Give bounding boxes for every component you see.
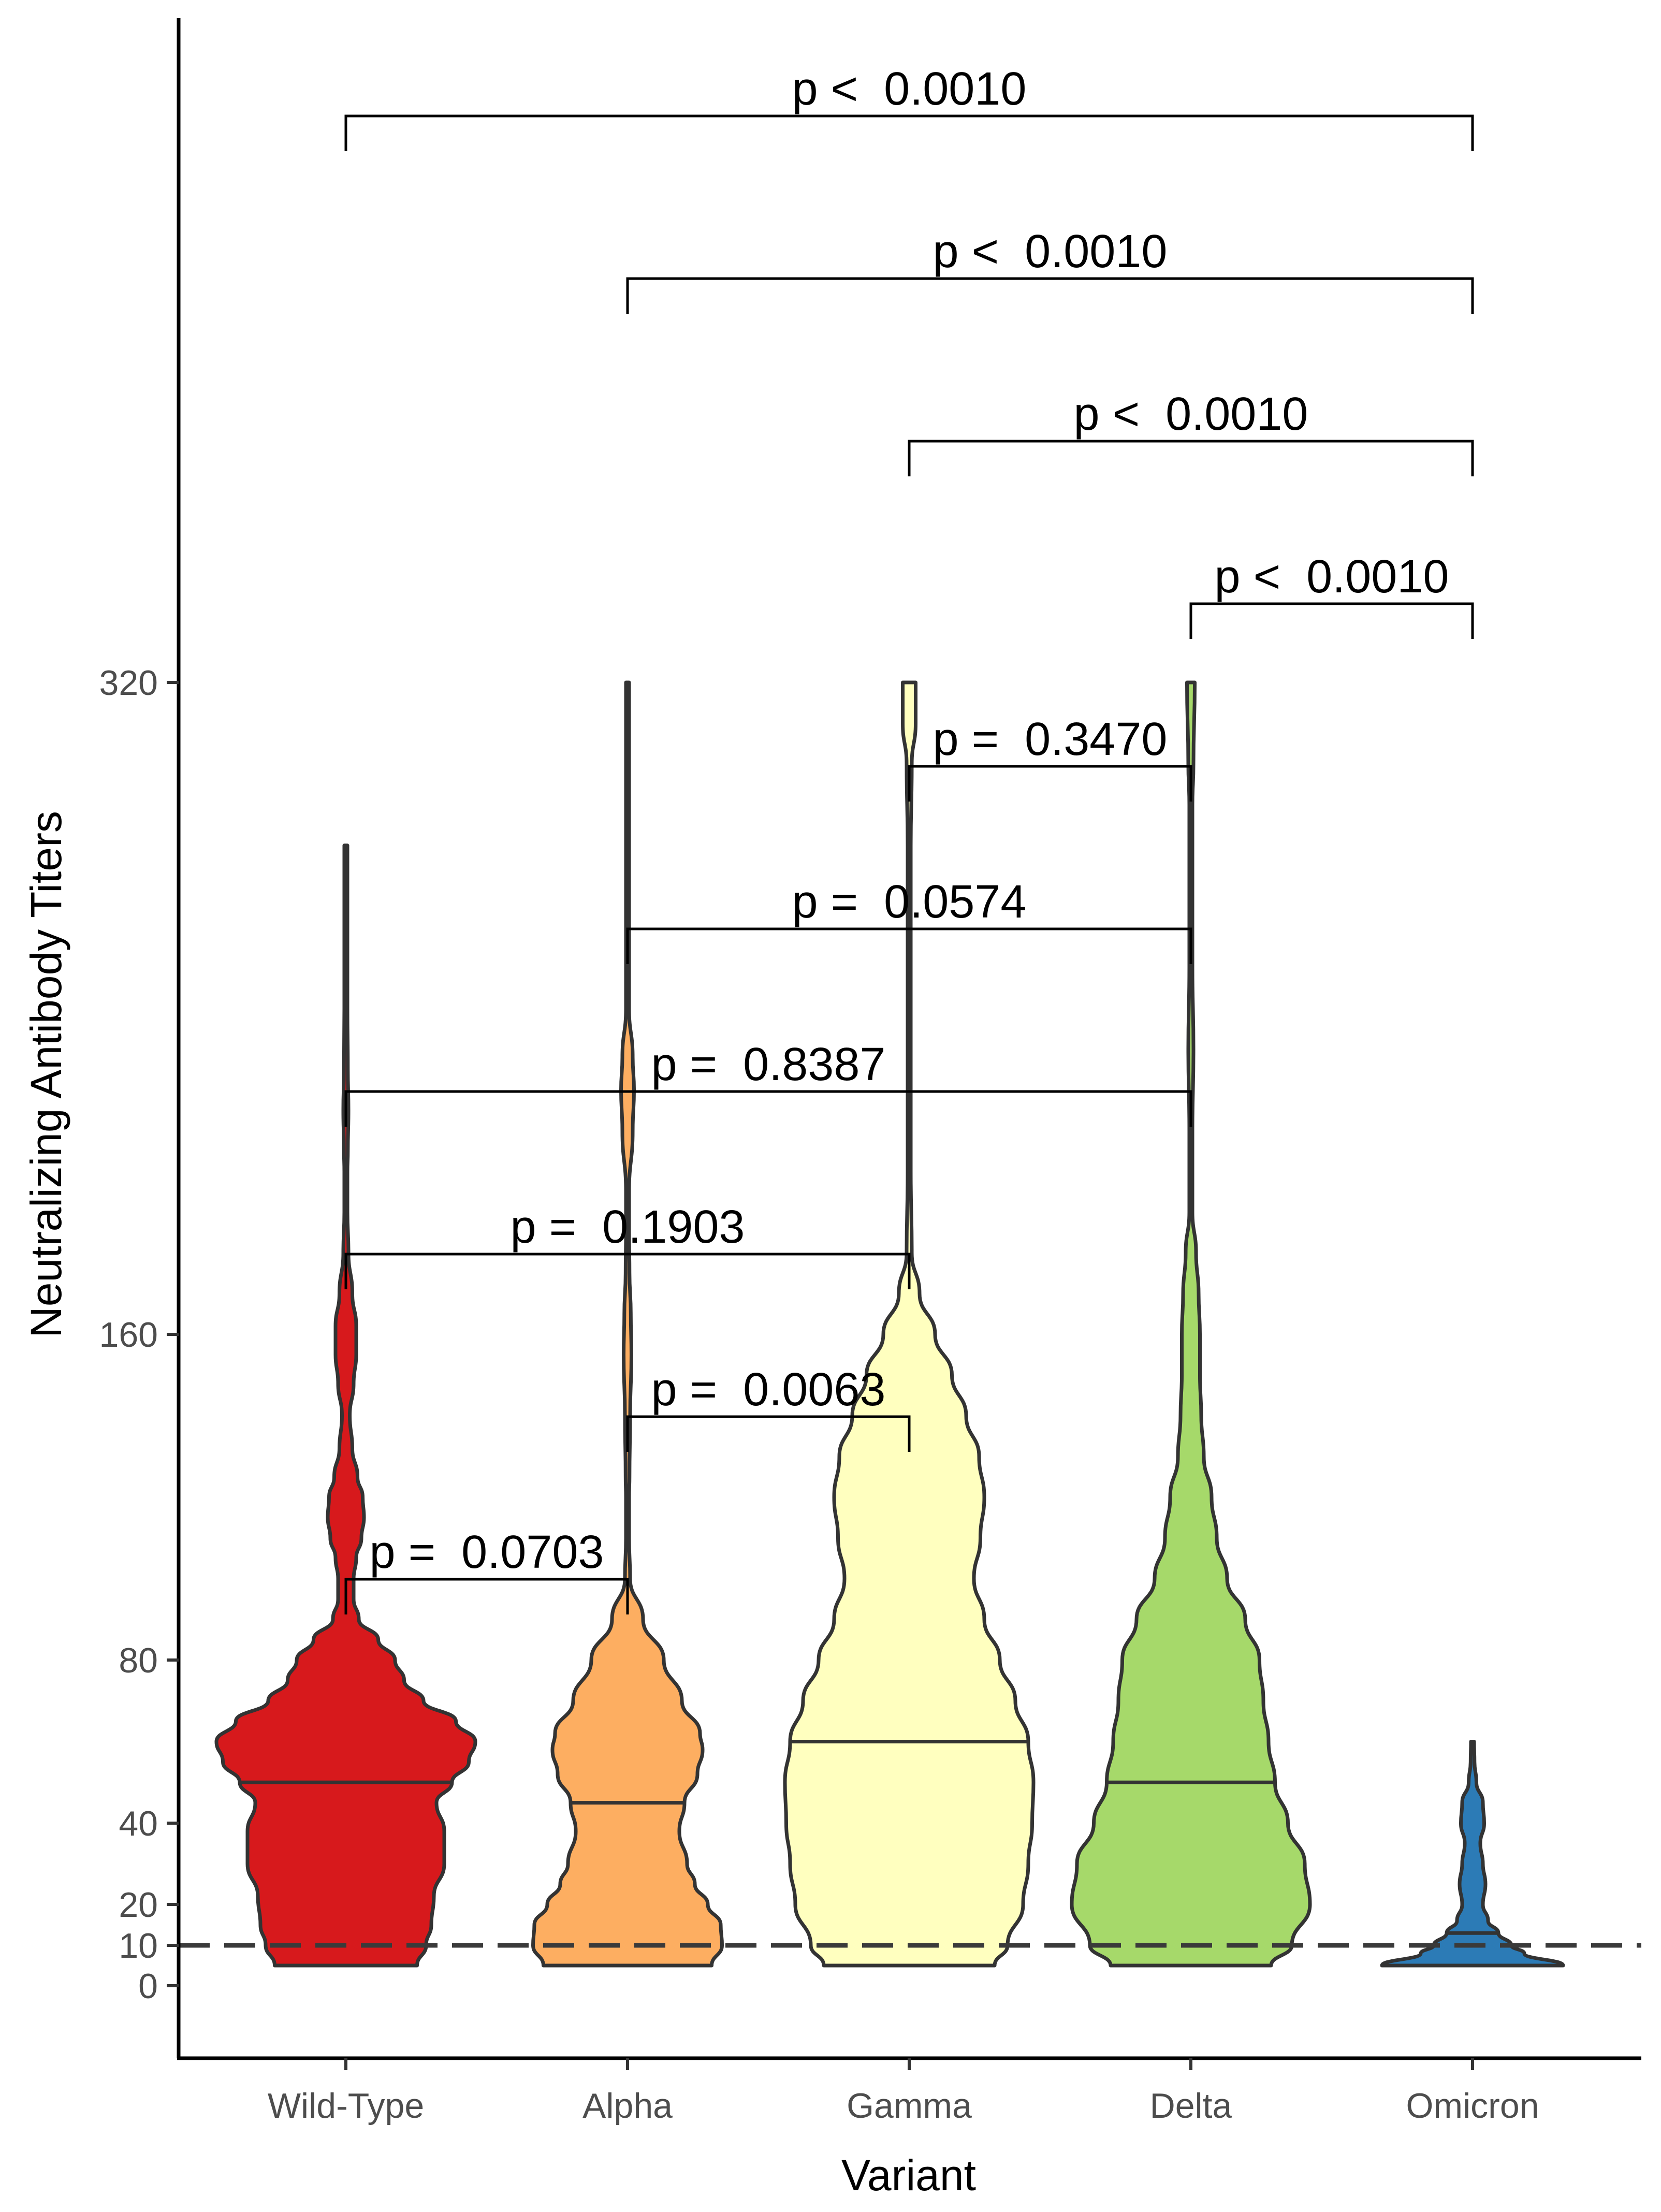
bracket-line xyxy=(626,1415,911,1452)
bracket-line xyxy=(626,277,1474,314)
bracket-line xyxy=(908,440,1474,476)
p-value-label: p = 0.3470 xyxy=(933,714,1168,765)
p-value-label: p < 0.0010 xyxy=(1074,388,1308,440)
p-value-label: p < 0.0010 xyxy=(792,63,1027,115)
bracket-line xyxy=(626,927,1192,964)
y-tick-label: 160 xyxy=(99,1315,158,1355)
y-tick-label: 320 xyxy=(99,663,158,703)
comparison-bracket: p < 0.0010 xyxy=(344,63,1474,151)
bracket-line xyxy=(344,1253,911,1289)
x-ticks: Wild-Type Alpha Gamma Delta Omicron xyxy=(268,2058,1539,2126)
x-tick-label: Omicron xyxy=(1406,2086,1539,2126)
y-tick-label: 80 xyxy=(119,1641,158,1680)
p-value-label: p = 0.0063 xyxy=(651,1364,886,1416)
comparison-bracket: p < 0.0010 xyxy=(908,388,1474,476)
x-axis-title: Variant xyxy=(841,2151,976,2200)
comparison-bracket: p = 0.0063 xyxy=(626,1364,911,1452)
comparison-bracket: p = 0.1903 xyxy=(344,1201,911,1289)
x-tick-label: Alpha xyxy=(582,2086,673,2126)
y-tick-label: 0 xyxy=(138,1967,158,2006)
comparison-bracket: p = 0.0703 xyxy=(344,1526,629,1614)
p-value-label: p = 0.1903 xyxy=(511,1201,745,1253)
comparison-bracket: p = 0.8387 xyxy=(344,1039,1192,1127)
comparison-bracket: p < 0.0010 xyxy=(626,226,1474,314)
bracket-line xyxy=(344,1578,629,1614)
violin-wild-type xyxy=(214,843,477,1968)
p-value-label: p < 0.0010 xyxy=(933,226,1168,278)
violin-layer xyxy=(214,680,1565,1968)
violin-delta xyxy=(1070,680,1312,1968)
bracket-line xyxy=(344,114,1474,151)
x-tick-label: Delta xyxy=(1150,2086,1232,2126)
y-tick-label: 10 xyxy=(119,1926,158,1966)
violin-omicron xyxy=(1380,1740,1565,1968)
bracket-line xyxy=(1189,602,1474,639)
violin-alpha xyxy=(531,680,724,1968)
x-tick-label: Wild-Type xyxy=(268,2086,424,2126)
bracket-line xyxy=(908,765,1192,802)
x-tick-label: Gamma xyxy=(847,2086,972,2126)
p-value-label: p = 0.8387 xyxy=(651,1039,886,1090)
p-value-label: p = 0.0574 xyxy=(792,876,1027,928)
bracket-line xyxy=(344,1090,1192,1127)
y-tick-label: 20 xyxy=(119,1885,158,1925)
comparison-bracket: p = 0.0574 xyxy=(626,876,1192,964)
y-axis-title: Neutralizing Antibody Titers xyxy=(22,811,70,1338)
violin-gamma xyxy=(783,680,1036,1968)
comparison-bracket: p = 0.3470 xyxy=(908,714,1192,802)
y-tick-label: 40 xyxy=(119,1804,158,1843)
p-value-label: p < 0.0010 xyxy=(1215,551,1449,603)
comparison-layer: p = 0.0703 p = 0.0063 p = 0.1903 p = 0.8387… xyxy=(344,63,1474,1614)
p-value-label: p = 0.0703 xyxy=(370,1526,604,1578)
comparison-bracket: p < 0.0010 xyxy=(1189,551,1474,639)
